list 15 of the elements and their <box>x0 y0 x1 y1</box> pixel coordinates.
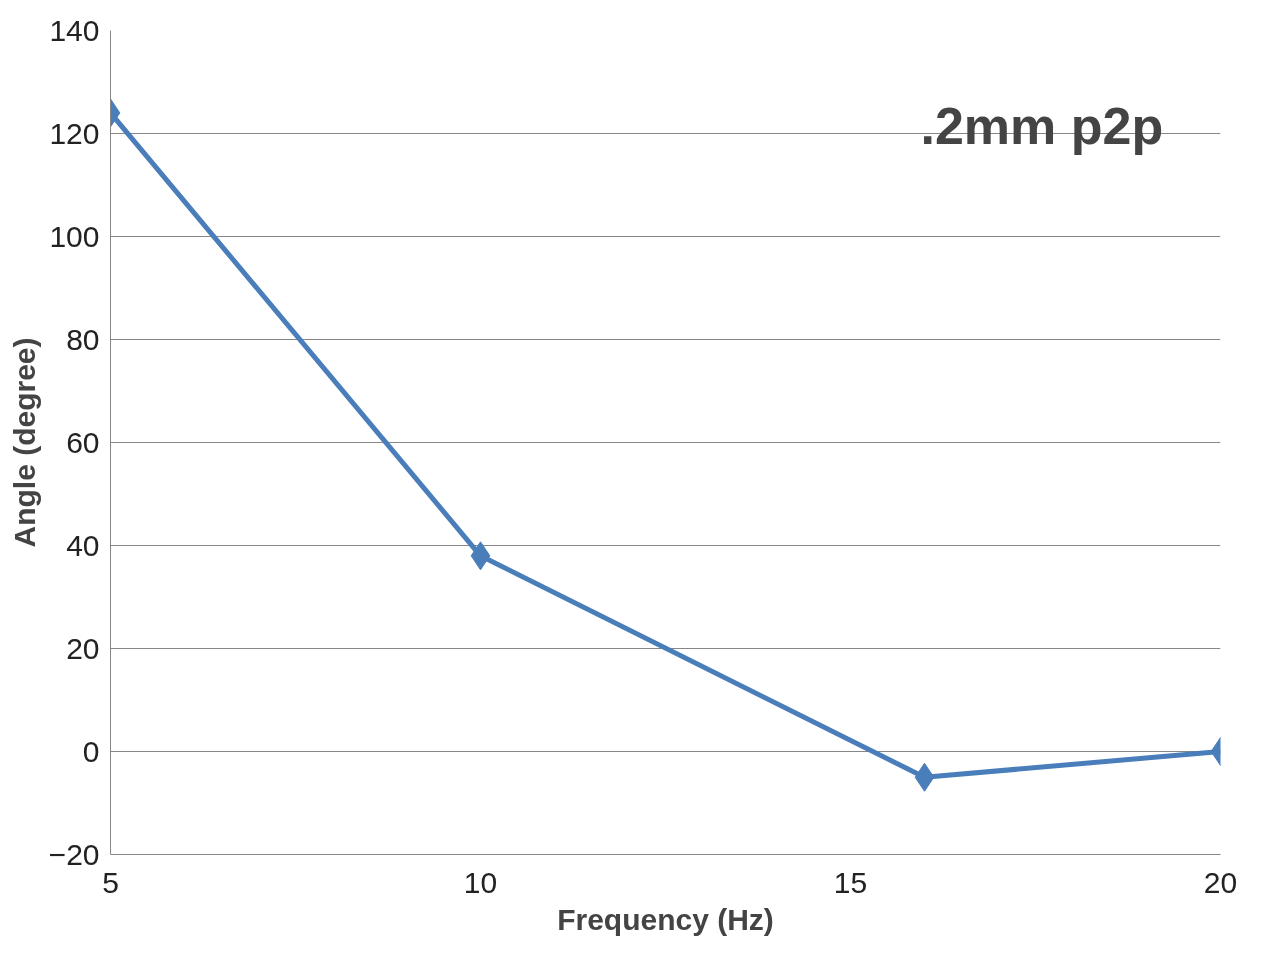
x-tick-label: 5 <box>102 865 119 899</box>
y-tick-label: 140 <box>49 13 100 47</box>
y-tick-label: 60 <box>66 425 100 459</box>
x-axis-title: Frequency (Hz) <box>557 902 774 936</box>
y-tick-label: 120 <box>49 116 100 150</box>
y-tick-label: −20 <box>48 837 100 871</box>
y-axis-title: Angle (degree) <box>7 337 41 548</box>
x-tick-label: 15 <box>833 865 868 899</box>
y-tick-label: 100 <box>49 219 100 253</box>
x-tick-label: 20 <box>1203 865 1238 899</box>
y-tick-label: 20 <box>66 631 100 665</box>
y-tick-label: 80 <box>66 322 100 356</box>
x-tick-label: 10 <box>463 865 498 899</box>
y-tick-label: 0 <box>82 734 100 768</box>
y-tick-label: 40 <box>66 528 100 562</box>
